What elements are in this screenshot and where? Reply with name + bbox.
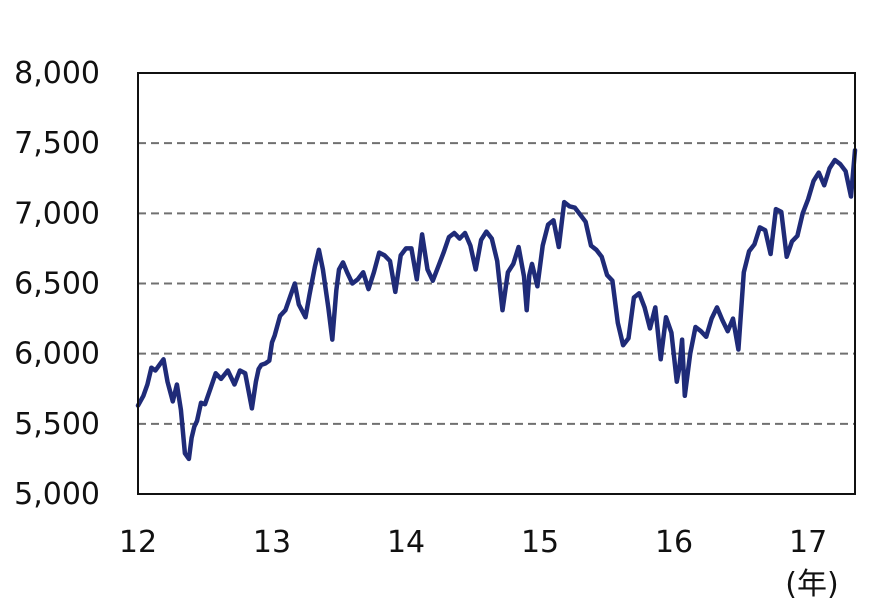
y-tick-label-1: 5,500 xyxy=(14,407,100,442)
x-tick-label-3: 15 xyxy=(521,525,559,560)
x-tick-label-1: 13 xyxy=(253,525,291,560)
y-tick-label-6: 8,000 xyxy=(14,56,100,91)
x-tick-label-2: 14 xyxy=(387,525,425,560)
y-axis-tick-labels: 5,000 5,500 6,000 6,500 7,000 7,500 8,000 xyxy=(14,56,100,512)
y-tick-label-0: 5,000 xyxy=(14,477,100,512)
y-tick-label-5: 7,500 xyxy=(14,126,100,161)
plot-area-frame xyxy=(137,72,856,495)
series-line-0 xyxy=(135,147,858,462)
gridlines xyxy=(138,142,855,425)
x-axis-unit-label: (年) xyxy=(785,567,838,602)
x-tick-label-5: 17 xyxy=(789,525,827,560)
y-tick-label-2: 6,000 xyxy=(14,337,100,372)
x-tick-label-4: 16 xyxy=(655,525,693,560)
x-tick-label-0: 12 xyxy=(119,525,157,560)
y-tick-label-4: 7,000 xyxy=(14,196,100,231)
series-group xyxy=(135,147,858,462)
x-axis-tick-labels: 12 13 14 15 16 17 xyxy=(119,525,827,560)
y-tick-label-3: 6,500 xyxy=(14,267,100,302)
